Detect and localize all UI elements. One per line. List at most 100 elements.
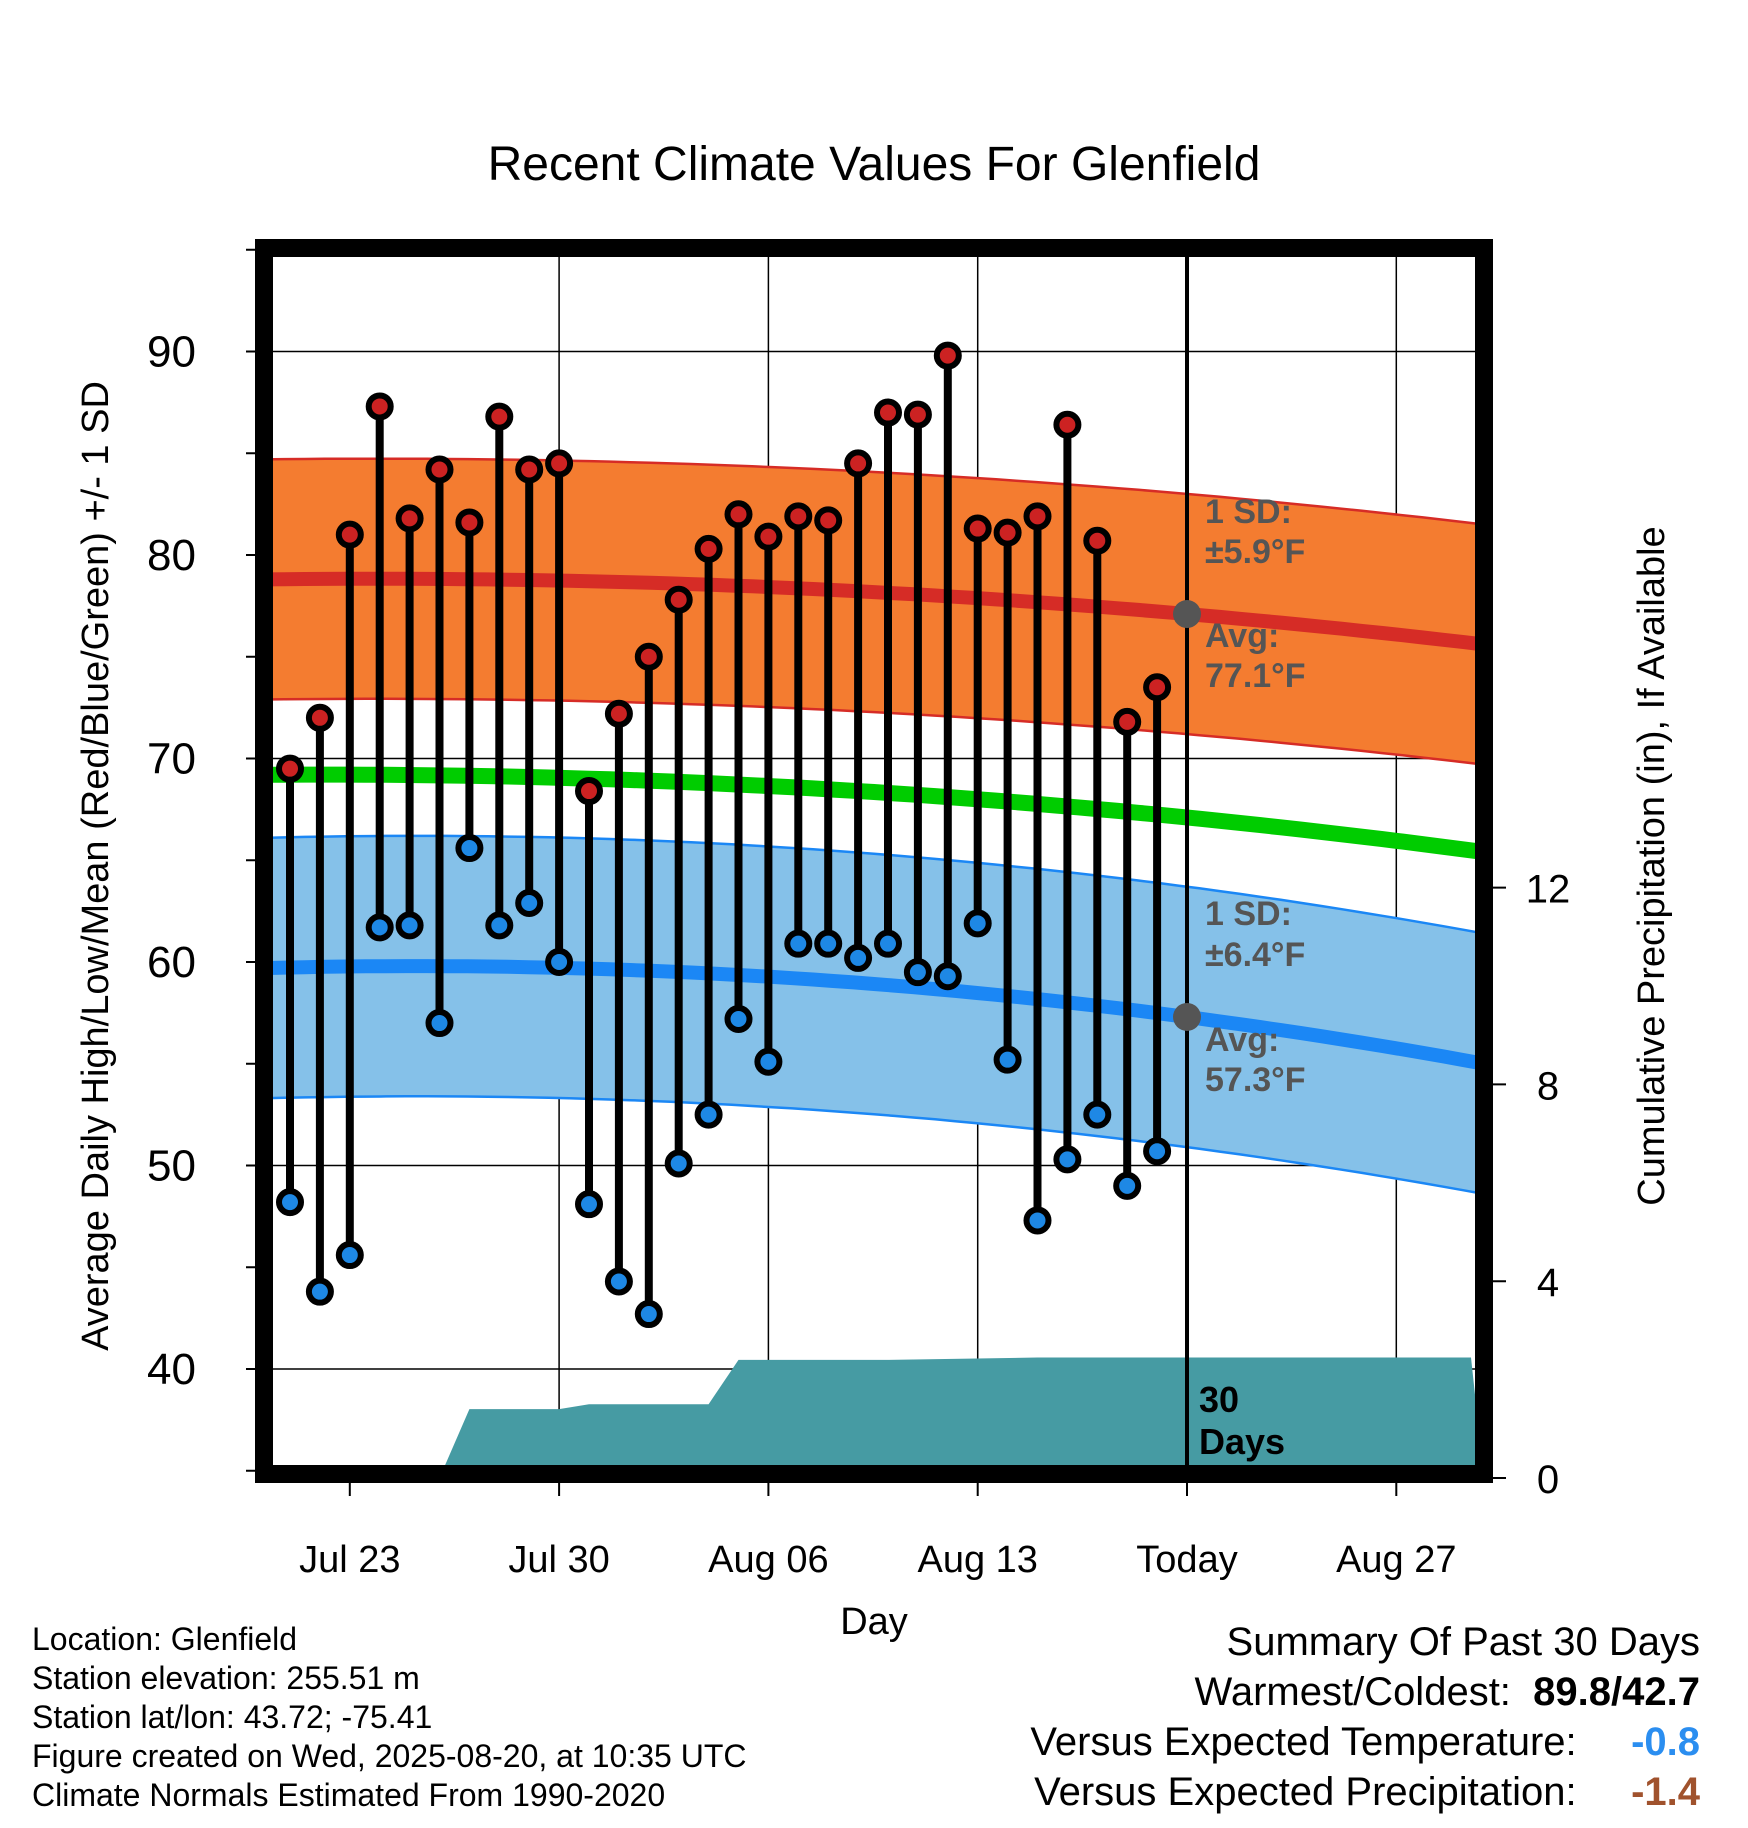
daily-high-point [754, 522, 783, 551]
daily-low-point [1023, 1206, 1052, 1235]
daily-low-point [425, 1009, 454, 1038]
y2-axis-label: Cumulative Precipitation (in), If Availa… [1631, 526, 1673, 1205]
daily-low-point [545, 948, 574, 976]
daily-high-point [963, 514, 992, 543]
daily-low-point [335, 1241, 364, 1270]
chart-title: Recent Climate Values For Glenfield [488, 138, 1261, 191]
temp-label: Versus Expected Temperature: [1030, 1720, 1577, 1764]
daily-high-point [395, 504, 424, 533]
daily-high-point [903, 400, 932, 429]
daily-high-point [455, 508, 484, 537]
x-tick-label: Aug 06 [708, 1539, 828, 1581]
info-location: Location: Glenfield [32, 1621, 298, 1657]
window-days-label: Days [1199, 1421, 1285, 1462]
daily-low-point [1083, 1100, 1112, 1129]
y2-tick-label: 12 [1526, 868, 1571, 912]
daily-high-point [724, 500, 753, 529]
daily-high-point [993, 518, 1022, 547]
high-avg-value: 77.1°F [1205, 657, 1306, 695]
low-avg-label: Avg: [1205, 1021, 1279, 1059]
daily-low-point [814, 929, 843, 958]
temp-departure-value: -0.8 [1631, 1720, 1700, 1764]
daily-high-point [425, 455, 454, 484]
daily-low-point [485, 911, 514, 940]
daily-low-point [903, 958, 932, 987]
warm-cold-label: Warmest/Coldest: [1194, 1670, 1511, 1714]
daily-low-point [1143, 1137, 1172, 1166]
daily-low-point [993, 1045, 1022, 1074]
daily-low-point [1053, 1145, 1082, 1174]
daily-low-point [933, 962, 962, 991]
daily-high-point [933, 341, 962, 370]
daily-high-point [575, 777, 603, 806]
daily-low-point [724, 1004, 753, 1033]
y2-tick-label: 8 [1537, 1064, 1559, 1108]
daily-high-point [335, 520, 364, 549]
summary-warm-cold: Warmest/Coldest: 89.8/42.7 [1030, 1667, 1700, 1717]
normal-low-band [264, 835, 1484, 1194]
summary-panel: Summary Of Past 30 Days Warmest/Coldest:… [1030, 1617, 1700, 1817]
normal-low-line [263, 959, 1486, 1071]
daily-low-point [664, 1149, 693, 1178]
y-tick-label: 50 [147, 1142, 196, 1191]
y-tick-label: 60 [147, 938, 196, 987]
daily-high-point [694, 534, 723, 563]
summary-temp: Versus Expected Temperature: -0.8 [1030, 1717, 1700, 1767]
info-normals: Climate Normals Estimated From 1990-2020 [32, 1777, 666, 1813]
daily-high-point [1023, 502, 1052, 531]
daily-high-point [1143, 673, 1172, 702]
daily-low-point [844, 943, 873, 972]
normal-high-band [264, 458, 1484, 765]
normal-low-band-lower-edge [263, 1095, 1485, 1196]
daily-high-point [844, 449, 873, 478]
summary-precip: Versus Expected Precipitation: -1.4 [1030, 1767, 1700, 1817]
daily-high-point [305, 703, 334, 732]
today-high-normal-dot [1173, 600, 1201, 629]
daily-high-point [545, 449, 574, 478]
info-elevation: Station elevation: 255.51 m [32, 1660, 420, 1696]
daily-low-point [963, 909, 992, 938]
y2-tick-label: 0 [1537, 1458, 1559, 1502]
daily-high-point [664, 585, 693, 614]
daily-high-point [365, 392, 394, 421]
daily-high-point [604, 699, 633, 728]
y-tick-label: 80 [147, 531, 196, 580]
daily-high-point [874, 398, 902, 427]
today-low-normal-dot [1173, 1002, 1201, 1031]
daily-high-point [1113, 707, 1142, 736]
daily-low-point [575, 1190, 603, 1219]
daily-high-point [1083, 526, 1112, 555]
x-tick-label: Aug 27 [1336, 1539, 1456, 1581]
daily-high-point [515, 455, 544, 484]
x-tick-label: Jul 30 [508, 1539, 609, 1581]
high-sd-label: 1 SD: [1205, 493, 1292, 531]
daily-high-point [634, 642, 663, 671]
daily-low-point [694, 1100, 723, 1129]
x-tick-label: Aug 13 [917, 1539, 1037, 1581]
low-sd-label: 1 SD: [1205, 895, 1292, 933]
high-sd-value: ±5.9°F [1205, 533, 1305, 571]
warm-cold-separator: / [1611, 1670, 1623, 1714]
daily-low-point [604, 1267, 633, 1296]
y-tick-label: 70 [147, 735, 196, 784]
daily-low-point [365, 913, 394, 942]
daily-high-point [276, 754, 304, 783]
low-avg-value: 57.3°F [1205, 1061, 1306, 1099]
coldest-value: 42.7 [1622, 1670, 1700, 1714]
daily-high-point [1053, 410, 1082, 439]
precip-label: Versus Expected Precipitation: [1034, 1770, 1577, 1814]
daily-low-point [1113, 1171, 1142, 1200]
precip-area [441, 1357, 1484, 1474]
x-tick-label: Today [1136, 1539, 1237, 1581]
summary-title: Summary Of Past 30 Days [1226, 1620, 1700, 1664]
daily-low-point [395, 911, 424, 940]
info-latlon: Station lat/lon: 43.72; -75.41 [32, 1699, 433, 1735]
daily-low-point [784, 929, 813, 958]
daily-high-point [485, 402, 514, 431]
normal-high-band-upper-edge [263, 457, 1485, 526]
daily-high-point [784, 502, 813, 531]
daily-low-point [515, 888, 544, 917]
info-created: Figure created on Wed, 2025-08-20, at 10… [32, 1738, 747, 1774]
